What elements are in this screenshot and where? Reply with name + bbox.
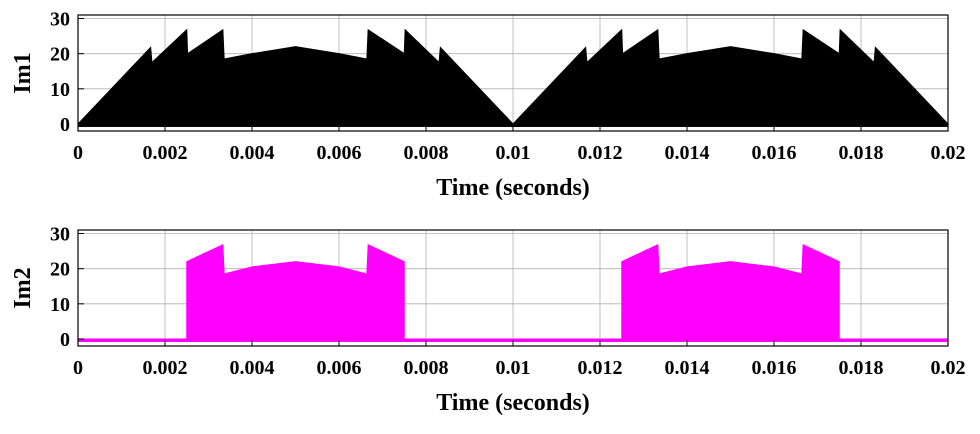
y-axis-label-im2: Im2 bbox=[10, 267, 36, 308]
x-tick-label: 0.008 bbox=[404, 357, 449, 379]
x-tick-label: 0.004 bbox=[230, 142, 275, 164]
x-axis-label-im1: Time (seconds) bbox=[436, 175, 590, 201]
y-tick-label: 0 bbox=[60, 329, 70, 351]
x-tick-label: 0.002 bbox=[143, 357, 188, 379]
plot-panel-im2: 0 0.002 0.004 0.006 0.008 0.01 0.012 0.014 0.016… bbox=[10, 224, 966, 416]
x-tick-label: 0.006 bbox=[317, 142, 362, 164]
x-tick-label: 0.01 bbox=[496, 142, 531, 164]
x-tick-label: 0.014 bbox=[665, 357, 710, 379]
x-tick-label: 0.002 bbox=[143, 142, 188, 164]
x-tick-label: 0.004 bbox=[230, 357, 275, 379]
x-axis-label-im2: Time (seconds) bbox=[436, 390, 590, 416]
y-tick-label: 20 bbox=[50, 259, 70, 281]
x-tick-label: 0.012 bbox=[578, 142, 623, 164]
x-tick-label: 0.018 bbox=[839, 357, 884, 379]
y-tick-label: 30 bbox=[50, 224, 70, 246]
x-tick-label: 0.016 bbox=[752, 357, 797, 379]
x-tick-label: 0.02 bbox=[931, 357, 966, 379]
series-envelope-im1 bbox=[76, 28, 950, 125]
y-axis-label-im1: Im1 bbox=[10, 52, 36, 93]
y-tick-label: 10 bbox=[50, 79, 70, 101]
x-tick-label: 0 bbox=[73, 142, 83, 164]
y-tick-label: 20 bbox=[50, 44, 70, 66]
x-tick-label: 0.006 bbox=[317, 357, 362, 379]
y-tick-label: 0 bbox=[60, 114, 70, 136]
x-tick-label: 0.02 bbox=[931, 142, 966, 164]
x-tick-label: 0 bbox=[73, 357, 83, 379]
x-tick-label: 0.018 bbox=[839, 142, 884, 164]
x-tick-label: 0.016 bbox=[752, 142, 797, 164]
y-tick-label: 10 bbox=[50, 294, 70, 316]
x-tick-label: 0.012 bbox=[578, 357, 623, 379]
x-tick-label: 0.008 bbox=[404, 142, 449, 164]
x-tick-label: 0.01 bbox=[496, 357, 531, 379]
y-tick-label: 30 bbox=[50, 9, 70, 31]
x-tick-label: 0.014 bbox=[665, 142, 710, 164]
plot-panel-im1: 0 0.002 0.004 0.006 0.008 0.01 0.012 0.014 0.016… bbox=[10, 9, 966, 201]
